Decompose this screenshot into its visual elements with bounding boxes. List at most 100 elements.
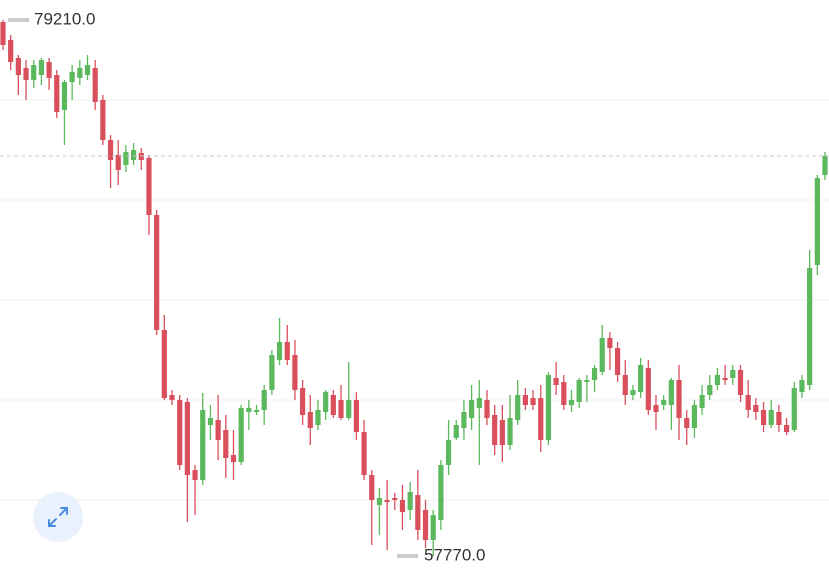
candle-body — [223, 430, 229, 458]
candle-body — [522, 395, 528, 405]
candle-body — [591, 368, 598, 380]
candle-body — [8, 40, 14, 62]
candle-body — [730, 370, 736, 378]
candle-body — [376, 498, 383, 505]
candle-body — [392, 498, 398, 500]
candle-body — [768, 410, 774, 425]
candle-body — [822, 156, 828, 175]
candle-body — [300, 388, 306, 415]
candle-body — [422, 510, 429, 540]
candle-body — [46, 62, 52, 78]
candle-body — [753, 405, 759, 412]
candle-body — [515, 395, 521, 420]
candle-body — [399, 500, 406, 512]
candle-body — [0, 22, 6, 45]
candle-body — [215, 420, 221, 440]
candle-body — [568, 400, 575, 405]
candle-body — [653, 405, 659, 412]
candle-body — [553, 378, 559, 385]
candle-body — [169, 395, 175, 400]
candle-body — [445, 440, 452, 465]
candle-body — [576, 380, 582, 402]
candle-body — [407, 492, 413, 510]
candle-body — [614, 348, 621, 375]
candle-body — [192, 470, 198, 480]
expand-button[interactable] — [33, 492, 83, 542]
candle-body — [200, 410, 206, 480]
candle-body — [292, 355, 298, 390]
candle-body — [584, 380, 590, 382]
candle-body — [77, 68, 83, 78]
candle-body — [338, 400, 344, 418]
candle-body — [699, 395, 705, 408]
candle-body — [469, 400, 475, 418]
candle-body — [246, 408, 252, 412]
candle-body — [783, 425, 790, 432]
candle-body — [92, 68, 98, 102]
candle-body — [530, 398, 536, 405]
candle-body — [384, 500, 390, 502]
candle-body — [31, 65, 37, 80]
candle-body — [807, 268, 813, 385]
candle-body — [184, 402, 190, 475]
candle-body — [130, 150, 137, 160]
candle-body — [107, 140, 114, 160]
candle-body — [676, 380, 682, 418]
candle-body — [545, 375, 552, 440]
candle-body — [722, 378, 728, 380]
candle-body — [622, 375, 628, 395]
candle-body — [253, 410, 260, 412]
candle-body — [538, 398, 544, 440]
candle-body — [661, 400, 667, 405]
candle-body — [61, 82, 68, 110]
candle-body — [154, 215, 160, 330]
candle-body — [84, 65, 91, 75]
candle-body — [484, 400, 490, 418]
candle-body — [284, 342, 290, 360]
candle-body — [776, 412, 782, 425]
candle-body — [507, 418, 513, 445]
candle-body — [791, 388, 797, 430]
candle-body — [323, 392, 329, 412]
candle-body — [645, 368, 651, 410]
candle-body — [330, 395, 336, 415]
candle-body — [207, 418, 214, 425]
candle-body — [499, 420, 505, 445]
max-label: 79210.0 — [34, 9, 95, 28]
candle-body — [238, 408, 244, 462]
candle-body — [799, 380, 805, 392]
candle-body — [69, 72, 75, 82]
candle-body — [315, 410, 321, 425]
candle-body — [307, 412, 313, 428]
candle-body — [814, 178, 820, 265]
candle-body — [177, 400, 183, 465]
min-label: 57770.0 — [424, 545, 485, 564]
candle-body — [737, 370, 744, 395]
candle-body — [230, 455, 237, 462]
candle-body — [438, 465, 444, 520]
candle-body — [684, 418, 690, 428]
expand-icon — [48, 507, 68, 527]
candle-body — [146, 158, 152, 215]
candle-body — [492, 415, 498, 445]
candle-body — [361, 432, 367, 475]
candle-body — [23, 68, 29, 80]
candle-body — [415, 495, 421, 530]
candle-body — [691, 405, 698, 428]
candle-body — [668, 380, 674, 405]
candle-body — [261, 390, 267, 410]
candle-body — [100, 100, 106, 140]
candle-body — [707, 385, 713, 395]
candle-body — [599, 338, 605, 372]
candle-body — [760, 410, 767, 425]
candle-body — [15, 58, 21, 75]
candle-body — [745, 395, 751, 410]
candle-body — [38, 60, 45, 75]
candle-body — [276, 342, 283, 360]
candle-body — [461, 412, 467, 428]
candle-body — [638, 365, 644, 392]
candle-body — [453, 425, 459, 438]
candle-body — [54, 75, 60, 112]
